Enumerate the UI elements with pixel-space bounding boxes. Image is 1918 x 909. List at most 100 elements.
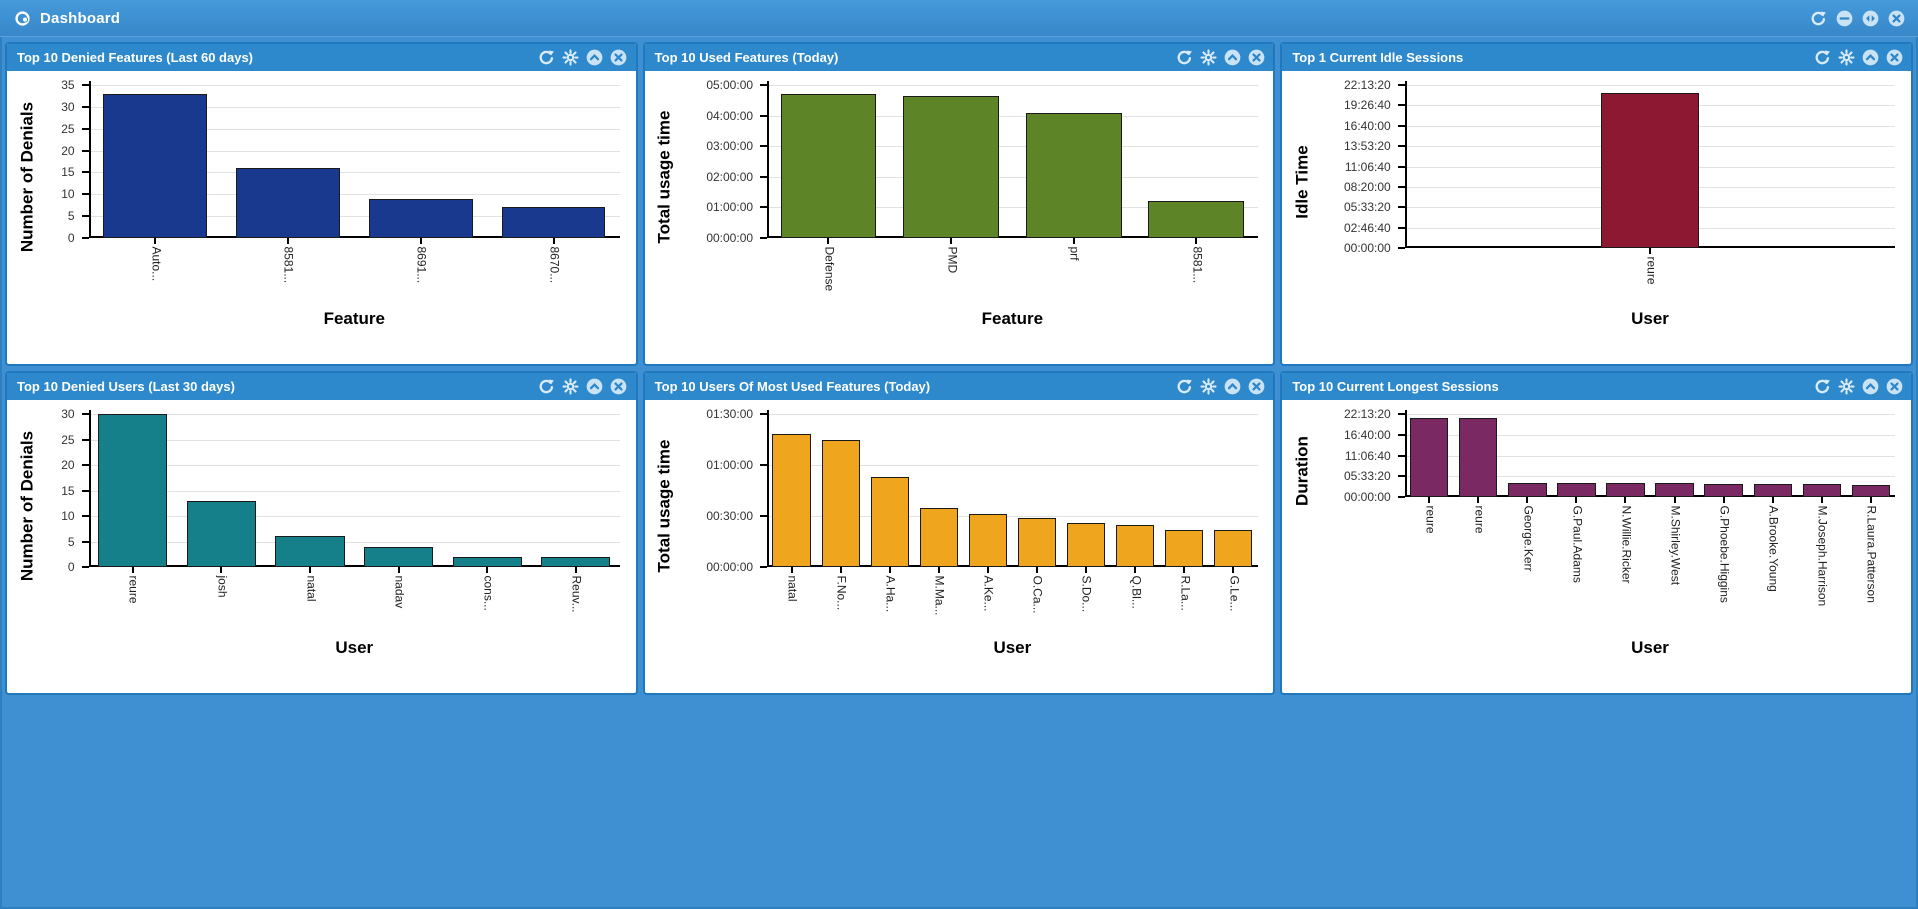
close-all-button[interactable] — [1886, 8, 1906, 28]
y-tick-mark — [81, 149, 89, 152]
bar — [1017, 517, 1057, 567]
page-title: Dashboard — [40, 9, 121, 27]
y-tick-label: 00:00:00 — [706, 231, 754, 245]
refresh-icon[interactable] — [1812, 48, 1832, 68]
refresh-icon[interactable] — [537, 377, 557, 397]
y-tick-mark — [81, 515, 89, 517]
settings-icon[interactable] — [1198, 48, 1218, 68]
refresh-icon[interactable] — [1174, 377, 1194, 397]
y-tick-label: 03:00:00 — [706, 139, 754, 154]
x-tick-label: 8581... — [1190, 246, 1205, 283]
y-axis-title: Idle Time — [1292, 144, 1312, 219]
panel-title: Top 10 Denied Users (Last 30 days) — [17, 379, 235, 394]
y-tick-label: 22:13:20 — [1344, 78, 1391, 92]
y-tick-mark — [760, 566, 768, 568]
y-tick-label: 15 — [61, 165, 75, 180]
minimize-all-button[interactable] — [1834, 8, 1854, 28]
y-tick-label: 01:30:00 — [706, 407, 754, 421]
chart-used-features: 00:00:00 01:00:00 02:00:00 03:00:00 04:00:00… — [653, 75, 1266, 333]
x-tick-label: PMD — [945, 246, 960, 273]
panel-longest-sessions: Top 10 Current Longest Sessions 00:00:00… — [1280, 371, 1913, 695]
settings-icon[interactable] — [1836, 377, 1856, 397]
x-tick-label: reure — [126, 575, 141, 604]
refresh-icon[interactable] — [537, 48, 557, 68]
x-tick-mark — [220, 567, 223, 573]
gridline — [769, 176, 1258, 178]
y-tick-mark — [1397, 145, 1405, 148]
settings-icon[interactable] — [561, 48, 581, 68]
bar — [452, 556, 522, 567]
bar — [1025, 113, 1122, 238]
close-icon[interactable] — [1246, 48, 1266, 68]
y-tick-label: 22:13:20 — [1344, 407, 1391, 421]
panel-top-users-features: Top 10 Users Of Most Used Features (Toda… — [642, 371, 1276, 695]
panel-title: Top 1 Current Idle Sessions — [1292, 50, 1464, 65]
y-tick-label: 00:30:00 — [706, 509, 754, 523]
y-tick-label: 00:00:00 — [1344, 241, 1391, 255]
x-tick-mark — [419, 238, 422, 244]
settings-icon[interactable] — [1198, 377, 1218, 397]
plot-area — [767, 81, 1258, 238]
settings-icon[interactable] — [561, 377, 581, 397]
x-tick-label: Defense — [822, 246, 837, 291]
y-tick-label: 08:20:00 — [1344, 179, 1391, 194]
bar — [1508, 483, 1547, 497]
x-tick-mark — [937, 567, 940, 573]
y-tick-label: 10 — [61, 187, 75, 202]
panel-header: Top 10 Used Features (Today) — [644, 44, 1274, 71]
x-axis-title: User — [993, 638, 1032, 657]
y-tick-mark — [760, 145, 768, 148]
collapse-icon[interactable] — [1222, 48, 1242, 68]
chart-top-users-features: 00:00:00 00:30:00 01:00:00 01:30:00 natal F.N… — [653, 404, 1266, 662]
bar — [919, 507, 958, 567]
close-icon[interactable] — [1246, 377, 1266, 397]
close-icon[interactable] — [1884, 377, 1904, 397]
bar — [1600, 93, 1700, 248]
y-tick-label: 05:00:00 — [706, 78, 754, 92]
settings-icon[interactable] — [1836, 48, 1856, 68]
close-icon[interactable] — [609, 377, 629, 397]
gridline — [90, 85, 620, 86]
y-tick-label: 01:00:00 — [706, 458, 754, 472]
close-icon[interactable] — [609, 48, 629, 68]
bar — [1066, 522, 1106, 567]
bar — [1115, 524, 1155, 567]
collapse-icon[interactable] — [585, 48, 605, 68]
bar — [236, 168, 340, 238]
refresh-all-button[interactable] — [1808, 8, 1828, 28]
gridline — [90, 516, 620, 517]
refresh-icon[interactable] — [1174, 48, 1194, 68]
x-tick-mark — [1134, 567, 1136, 573]
y-tick-mark — [81, 193, 89, 196]
y-tick-mark — [760, 84, 768, 86]
y-tick-mark — [1397, 226, 1405, 229]
bar — [1148, 200, 1245, 238]
y-tick-label: 11:06:40 — [1344, 448, 1391, 463]
x-tick-mark — [1183, 567, 1186, 573]
x-tick-mark — [1035, 567, 1038, 573]
x-tick-label: N.Willie.Ricker — [1619, 505, 1634, 583]
gridline — [90, 194, 620, 196]
y-tick-mark — [1397, 206, 1405, 209]
bar — [1655, 483, 1694, 497]
panel-header: Top 10 Users Of Most Used Features (Toda… — [644, 373, 1274, 400]
x-tick-mark — [1649, 248, 1652, 254]
x-tick-mark — [154, 238, 157, 244]
x-tick-label: O.Ca... — [1030, 575, 1045, 614]
collapse-icon[interactable] — [1222, 377, 1242, 397]
y-tick-mark — [1397, 475, 1405, 478]
plot-area — [88, 410, 620, 567]
close-icon[interactable] — [1884, 48, 1904, 68]
y-tick-mark — [81, 84, 89, 86]
bar — [780, 93, 877, 238]
x-axis-title: User — [1631, 638, 1669, 657]
y-tick-label: 15 — [61, 483, 75, 498]
collapse-icon[interactable] — [585, 377, 605, 397]
panel-actions — [537, 48, 629, 68]
toggle-layout-button[interactable] — [1860, 8, 1880, 28]
gridline — [1406, 455, 1896, 457]
collapse-icon[interactable] — [1860, 377, 1880, 397]
refresh-icon[interactable] — [1812, 377, 1832, 397]
panel-header: Top 1 Current Idle Sessions — [1282, 44, 1911, 71]
collapse-icon[interactable] — [1860, 48, 1880, 68]
